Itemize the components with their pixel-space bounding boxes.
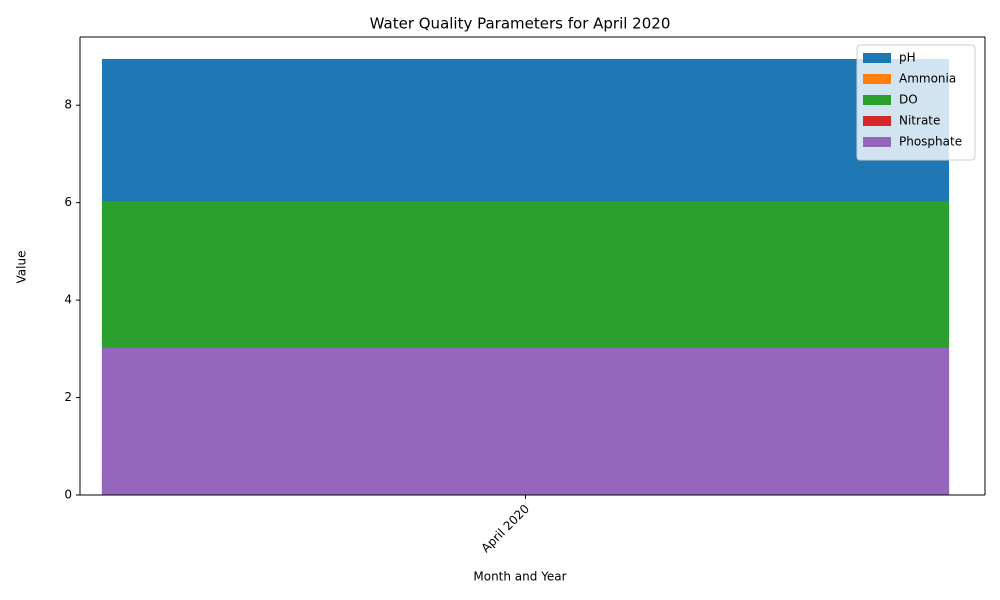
y-tick-label: 0 xyxy=(64,488,72,502)
x-axis-label: Month and Year xyxy=(473,570,566,584)
legend-swatch xyxy=(863,137,891,147)
legend-label: DO xyxy=(899,93,918,107)
legend-label: pH xyxy=(899,51,916,65)
y-axis-label: Value xyxy=(15,251,29,284)
legend-label: Nitrate xyxy=(899,114,940,128)
x-tick-label: April 2020 xyxy=(479,502,533,556)
legend-swatch xyxy=(863,95,891,105)
legend-swatch xyxy=(863,53,891,63)
legend-swatch xyxy=(863,74,891,84)
chart-title: Water Quality Parameters for April 2020 xyxy=(370,15,671,33)
legend-box xyxy=(856,44,976,161)
y-tick-label: 6 xyxy=(64,195,72,209)
legend-swatch xyxy=(863,116,891,126)
y-tick-label: 4 xyxy=(64,293,72,307)
bar xyxy=(101,347,950,495)
legend-label: Phosphate xyxy=(899,135,962,149)
y-tick-label: 8 xyxy=(64,98,72,112)
y-tick-label: 2 xyxy=(64,390,72,404)
legend-label: Ammonia xyxy=(899,72,956,86)
